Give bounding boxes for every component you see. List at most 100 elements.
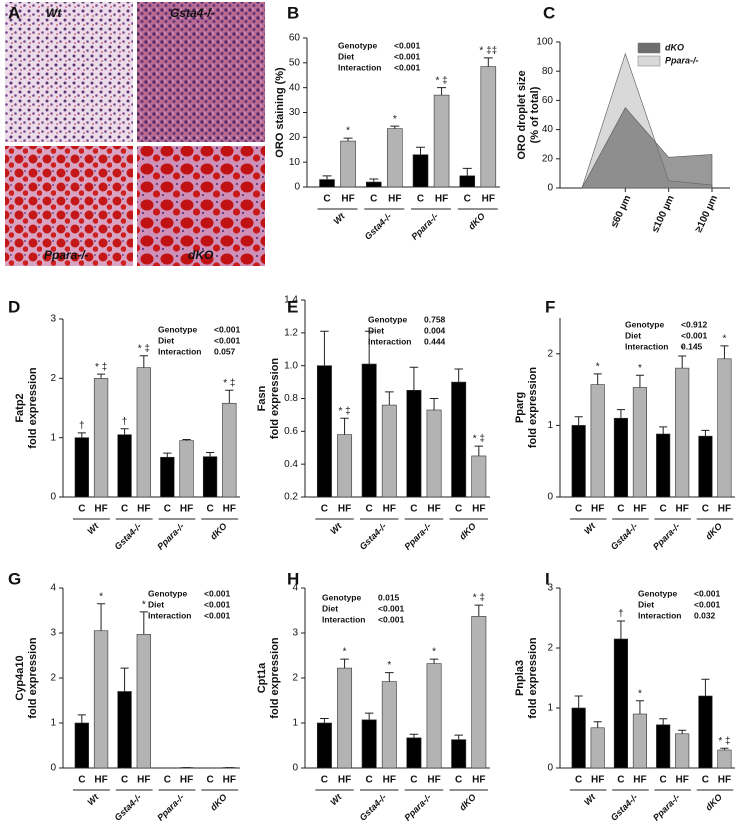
x-tick-label: HF [383, 775, 396, 786]
significance-label: * ‡ [95, 362, 107, 373]
y-tick-label: 0 [547, 763, 553, 774]
stat-value: <0.001 [204, 610, 231, 620]
error-bar [701, 678, 710, 696]
y-tick-label: 3 [50, 314, 56, 325]
bar [406, 737, 422, 769]
area [581, 107, 713, 189]
panel-a: A Wt Gsta4-/- Ppara-/- dKO [5, 2, 265, 266]
x-tick-label: HF [427, 504, 440, 515]
group-label: Ppara-/- [155, 521, 186, 552]
bar [698, 435, 713, 498]
error-bar [659, 718, 668, 725]
x-tick-label: HF [472, 504, 485, 515]
bar [471, 455, 487, 498]
y-tick-label: 0.6 [284, 426, 298, 437]
stat-name: Interaction [368, 336, 411, 346]
stat-value: <0.001 [204, 588, 231, 598]
y-axis-label: Fasn [256, 385, 268, 411]
error-bar [120, 667, 129, 692]
bar [656, 724, 671, 769]
stat-value: <0.001 [394, 40, 421, 50]
error-bar [474, 445, 484, 456]
error-bar [77, 432, 86, 438]
image-label: Wt [46, 6, 62, 20]
error-bar [96, 373, 106, 379]
error-bar [322, 175, 332, 180]
error-bar [616, 409, 625, 419]
y-tick-label: 40 [542, 124, 554, 135]
stat-name: Genotype [148, 588, 187, 598]
x-tick-label: HF [591, 504, 604, 515]
x-tick-label: HF [435, 194, 448, 205]
bar [675, 733, 690, 769]
error-bar [120, 428, 129, 435]
histology-image [5, 146, 133, 266]
significance-label: * [680, 344, 684, 355]
bar [426, 663, 442, 769]
y-tick-label: 2 [547, 643, 553, 654]
group-label: Gsta4-/- [113, 521, 144, 552]
significance-label: * ‡ [718, 736, 730, 747]
stat-name: Diet [338, 51, 354, 61]
y-tick-label: 3 [292, 628, 298, 639]
y-tick-label: 1 [547, 703, 553, 714]
y-tick-label: 2 [50, 673, 56, 684]
y-tick-label: 1.0 [284, 360, 298, 371]
group-label: Wt [582, 791, 598, 807]
panel-label: H [287, 569, 299, 588]
error-bar [616, 620, 625, 639]
error-bar [416, 146, 426, 155]
group-label: Ppara-/- [155, 792, 186, 823]
bar [590, 384, 605, 498]
error-bar [385, 672, 394, 682]
error-bar [369, 178, 379, 183]
stat-value: 0.444 [424, 336, 446, 346]
y-tick-label: 0.8 [284, 393, 298, 404]
significance-label: † [79, 421, 85, 432]
group-label: Gsta4-/- [609, 792, 640, 823]
bar [381, 681, 397, 769]
y-axis-label: fold expression [527, 367, 539, 449]
panel-label: F [545, 297, 555, 316]
x-tick-label: HF [137, 504, 150, 515]
x-tick-label: C [164, 504, 171, 515]
bar [613, 417, 628, 498]
stat-value: 0.032 [694, 610, 716, 620]
y-axis-label: (% of total) [529, 86, 541, 143]
bar [387, 128, 403, 188]
error-bar [474, 604, 484, 617]
error-bar [225, 389, 234, 404]
y-axis-label: fold expression [527, 637, 539, 719]
group-label: Gsta4-/- [358, 792, 389, 823]
error-bar [205, 452, 215, 457]
y-tick-label: 2 [50, 373, 56, 384]
stat-name: Interaction [158, 346, 201, 356]
group-label: Ppara-/- [402, 521, 433, 552]
stat-value: <0.001 [204, 599, 231, 609]
significance-label: * [142, 599, 146, 610]
significance-label: * [638, 363, 642, 374]
significance-label: * [393, 114, 397, 125]
y-tick-label: 3 [547, 583, 553, 594]
image-label: Ppara-/- [44, 248, 89, 262]
legend-swatch [637, 42, 661, 54]
x-tick-label: HF [94, 504, 107, 515]
y-tick-label: 0 [547, 492, 553, 503]
stat-name: Interaction [638, 610, 681, 620]
histology-image [5, 2, 133, 142]
x-tick-label: C [370, 194, 377, 205]
bar [74, 722, 89, 769]
x-tick-label: HF [633, 775, 646, 786]
x-tick-label: HF [472, 775, 485, 786]
y-tick-label: 100 [536, 37, 553, 48]
stat-value: <0.001 [214, 335, 241, 345]
stat-value: <0.001 [394, 51, 421, 61]
bar [136, 634, 151, 769]
y-tick-label: 20 [289, 132, 301, 143]
x-tick-label: HF [482, 194, 495, 205]
x-tick-label: HF [180, 775, 193, 786]
error-bar [454, 734, 463, 740]
group-label: Wt [328, 791, 344, 807]
x-tick-label: HF [180, 504, 193, 515]
bar [406, 389, 422, 498]
